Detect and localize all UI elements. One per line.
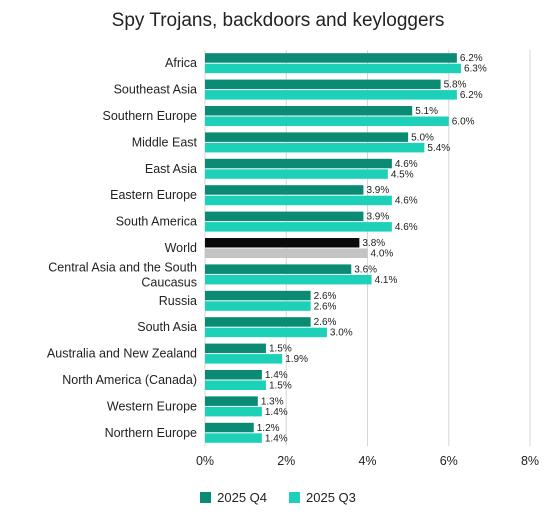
bar-q3 bbox=[205, 222, 392, 232]
bar-q3 bbox=[205, 142, 425, 153]
category-label: Western Europe bbox=[107, 399, 197, 413]
bar-q4 bbox=[205, 422, 254, 433]
category-label: South Asia bbox=[137, 320, 197, 334]
category-label: Russia bbox=[159, 294, 197, 308]
category-label: North America (Canada) bbox=[62, 373, 197, 387]
data-label: 4.0% bbox=[371, 249, 394, 260]
bar-q4 bbox=[205, 132, 409, 142]
bar-q3 bbox=[205, 354, 283, 364]
data-label: 4.1% bbox=[375, 275, 398, 286]
bar-q4 bbox=[205, 238, 360, 248]
bar-q4 bbox=[205, 264, 352, 274]
bar-q4 bbox=[205, 211, 364, 222]
bar-q3 bbox=[205, 274, 372, 285]
bar-q4 bbox=[205, 396, 258, 406]
bar-q3 bbox=[205, 248, 368, 258]
bar-q4 bbox=[205, 53, 457, 63]
data-label: 1.9% bbox=[285, 354, 308, 365]
data-label: 5.1% bbox=[415, 106, 438, 117]
data-label: 3.9% bbox=[366, 185, 389, 196]
x-tick-label: 4% bbox=[358, 454, 376, 468]
bar-q4 bbox=[205, 290, 311, 301]
data-label: 1.5% bbox=[269, 381, 292, 392]
category-label: East Asia bbox=[145, 162, 197, 176]
category-label: Southern Europe bbox=[102, 109, 197, 123]
bar-q3 bbox=[205, 406, 262, 417]
data-label: 2.6% bbox=[314, 291, 337, 302]
data-label: 3.9% bbox=[366, 212, 389, 223]
bar-q4 bbox=[205, 317, 311, 327]
data-label: 1.4% bbox=[265, 433, 288, 444]
category-label: Africa bbox=[165, 56, 197, 70]
data-label: 4.6% bbox=[395, 222, 418, 233]
data-label: 6.0% bbox=[452, 117, 475, 128]
bar-q3 bbox=[205, 380, 266, 390]
data-label: 3.0% bbox=[330, 328, 353, 339]
category-label: Central Asia and the South Caucasus bbox=[48, 260, 197, 289]
legend-swatch bbox=[289, 492, 300, 503]
bar-q3 bbox=[205, 195, 392, 206]
data-label: 2.6% bbox=[314, 317, 337, 328]
bar-q3 bbox=[205, 90, 457, 100]
x-tick-label: 0% bbox=[196, 454, 214, 468]
data-label: 1.3% bbox=[261, 396, 284, 407]
bar-q3 bbox=[205, 327, 327, 338]
data-label: 4.6% bbox=[395, 196, 418, 207]
category-label: Eastern Europe bbox=[110, 188, 197, 202]
category-label: Northern Europe bbox=[105, 426, 197, 440]
data-label: 5.8% bbox=[444, 80, 467, 91]
category-label: Middle East bbox=[132, 135, 198, 149]
category-label: World bbox=[165, 241, 197, 255]
data-label: 1.4% bbox=[265, 407, 288, 418]
legend-item: 2025 Q3 bbox=[289, 490, 356, 505]
data-label: 4.5% bbox=[391, 169, 414, 180]
legend-item: 2025 Q4 bbox=[200, 490, 267, 505]
legend-swatch bbox=[200, 492, 212, 503]
bar-q4 bbox=[205, 79, 441, 90]
data-label: 1.2% bbox=[257, 423, 280, 434]
legend-label: 2025 Q3 bbox=[306, 490, 356, 505]
data-label: 1.4% bbox=[265, 370, 288, 381]
data-label: 5.0% bbox=[411, 132, 434, 143]
bar-q3 bbox=[205, 433, 262, 443]
data-label: 6.3% bbox=[464, 64, 487, 75]
chart-title: Spy Trojans, backdoors and keyloggers bbox=[111, 10, 445, 31]
x-tick-label: 8% bbox=[521, 454, 539, 468]
data-label: 6.2% bbox=[460, 90, 483, 101]
bar-q3 bbox=[205, 169, 388, 179]
data-label: 5.4% bbox=[427, 143, 450, 154]
x-tick-label: 6% bbox=[440, 454, 458, 468]
data-label: 3.8% bbox=[362, 238, 385, 249]
category-label: South America bbox=[116, 215, 197, 229]
chart-legend: 2025 Q4 2025 Q3 bbox=[0, 490, 556, 505]
data-label: 4.6% bbox=[395, 159, 418, 170]
category-label: Australia and New Zealand bbox=[47, 347, 197, 361]
bar-q3 bbox=[205, 116, 449, 126]
bar-q4 bbox=[205, 343, 266, 354]
legend-label: 2025 Q4 bbox=[217, 490, 267, 505]
data-label: 6.2% bbox=[460, 53, 483, 64]
bar-q4 bbox=[205, 185, 364, 195]
data-label: 1.5% bbox=[269, 344, 292, 355]
bar-q4 bbox=[205, 158, 392, 169]
bar-q4 bbox=[205, 106, 413, 116]
data-label: 3.6% bbox=[354, 264, 377, 275]
bar-q4 bbox=[205, 370, 262, 380]
bar-q3 bbox=[205, 63, 461, 74]
category-label: Southeast Asia bbox=[114, 83, 197, 97]
x-tick-label: 2% bbox=[277, 454, 295, 468]
bar-q3 bbox=[205, 301, 311, 311]
data-label: 2.6% bbox=[314, 301, 337, 312]
